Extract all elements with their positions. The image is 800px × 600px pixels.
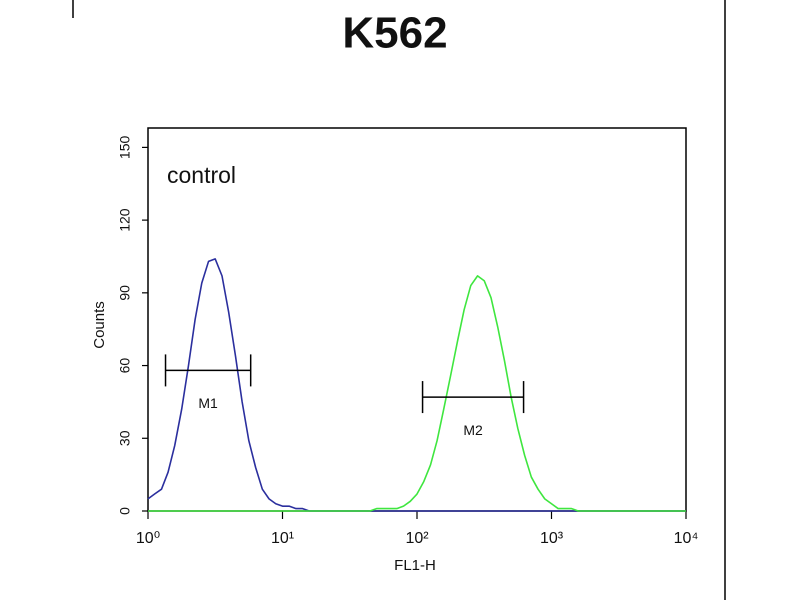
series-line	[147, 258, 686, 512]
y-tick-label: 90	[117, 285, 133, 301]
chart-title: K562	[342, 9, 447, 58]
annotation: control	[167, 162, 236, 188]
y-tick-label: 150	[117, 135, 133, 159]
y-tick-label: 0	[117, 507, 133, 515]
y-tick-label: 30	[117, 430, 133, 446]
y-tick-label: 120	[117, 208, 133, 232]
x-axis-title: FL1-H	[394, 557, 436, 574]
gate-label: M2	[463, 422, 483, 438]
series-line	[148, 275, 686, 512]
y-axis-title: Counts	[91, 301, 108, 349]
x-tick-label: 10³	[540, 530, 564, 547]
gate-label: M1	[198, 395, 218, 411]
x-tick-label: 10⁴	[674, 530, 699, 547]
x-tick-label: 10¹	[271, 530, 294, 547]
y-tick-label: 60	[117, 358, 133, 374]
x-tick-label: 10²	[405, 530, 429, 547]
x-tick-label: 10⁰	[136, 530, 160, 547]
